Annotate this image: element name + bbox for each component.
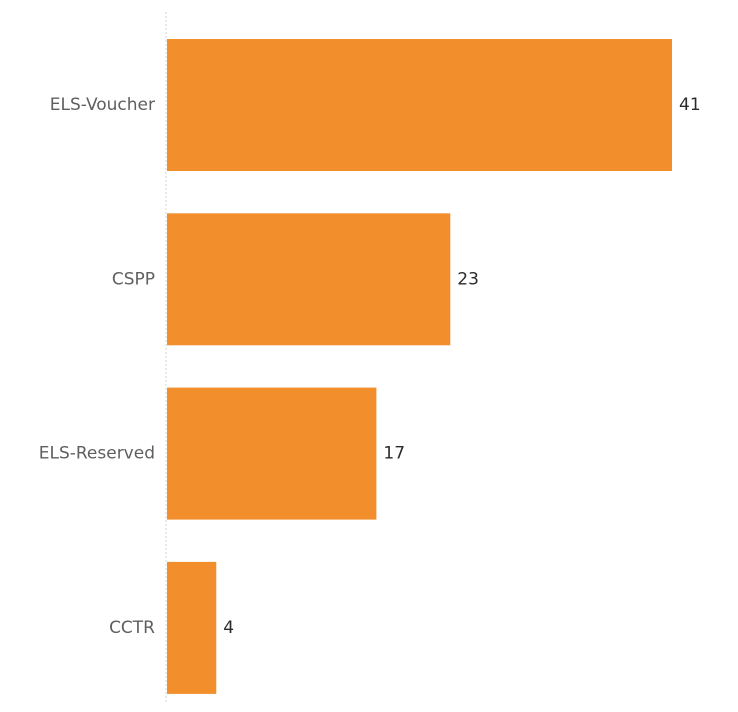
bar-cspp[interactable] [167,213,451,346]
category-label: ELS-Reserved [39,444,155,464]
value-label: 17 [383,444,405,464]
bar-cctr[interactable] [167,561,217,694]
bars-group [167,39,672,694]
value-label: 41 [679,95,701,115]
value-label: 23 [457,269,479,289]
category-label: CCTR [109,618,155,638]
labels-group: ELS-Voucher 41 CSPP 23 ELS-Reserved 17 CCTR 4 [39,95,701,638]
bar-els-voucher[interactable] [167,39,672,171]
value-label: 4 [223,618,234,638]
category-label: ELS-Voucher [50,95,155,115]
bar-els-reserved[interactable] [167,387,377,520]
category-label: CSPP [112,269,155,289]
